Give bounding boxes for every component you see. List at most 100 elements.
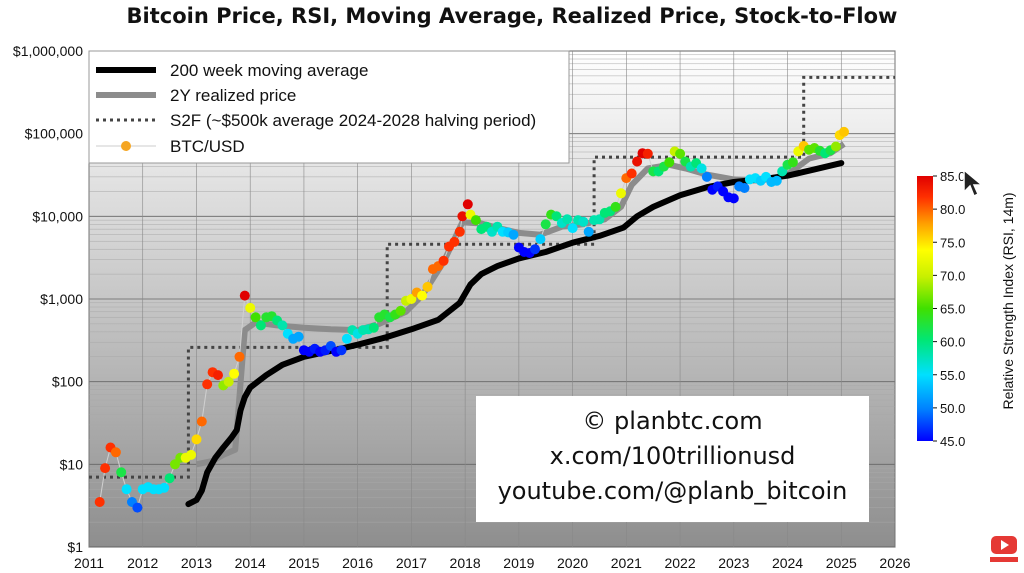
y-tick-label: $1 bbox=[67, 539, 83, 555]
credit-site: © planbtc.com bbox=[582, 407, 763, 435]
btc-point bbox=[277, 320, 288, 331]
btc-point bbox=[578, 216, 589, 227]
btc-point bbox=[245, 302, 256, 313]
y-tick-label: $100 bbox=[52, 374, 83, 390]
btc-point bbox=[132, 502, 143, 513]
y-tick-label: $10,000 bbox=[32, 208, 83, 224]
colorbar-tick-label: 80.0 bbox=[940, 202, 965, 217]
btc-point bbox=[771, 175, 782, 186]
colorbar-tick-label: 75.0 bbox=[940, 235, 965, 250]
legend-label-btc: BTC/USD bbox=[170, 137, 245, 156]
btc-point bbox=[159, 482, 170, 493]
btc-point bbox=[110, 447, 121, 458]
btc-point bbox=[213, 370, 223, 381]
colorbar-tick-label: 70.0 bbox=[940, 268, 965, 283]
x-tick-label: 2023 bbox=[718, 555, 749, 571]
btc-point bbox=[626, 168, 637, 179]
btc-point bbox=[250, 312, 261, 323]
btc-point bbox=[457, 211, 468, 222]
btc-point bbox=[229, 368, 240, 379]
btc-point bbox=[255, 320, 266, 331]
btc-point bbox=[395, 305, 406, 316]
btc-point bbox=[562, 214, 573, 225]
btc-point bbox=[223, 376, 234, 387]
btc-point bbox=[642, 148, 653, 159]
colorbar-gradient bbox=[917, 176, 933, 441]
btc-point bbox=[94, 497, 105, 507]
btc-point bbox=[728, 193, 739, 204]
btc-point bbox=[616, 188, 626, 199]
colorbar-tick-label: 55.0 bbox=[940, 368, 965, 383]
btc-point bbox=[293, 331, 304, 342]
btc-point bbox=[567, 223, 578, 234]
legend: 200 week moving average 2Y realized pric… bbox=[88, 50, 570, 164]
btc-point bbox=[530, 244, 540, 255]
x-tick-label: 2024 bbox=[772, 555, 803, 571]
x-tick-label: 2022 bbox=[664, 555, 695, 571]
x-axis-labels: 2011 2012 2013 2014 2015 2016 2017 2018 2019 2020… bbox=[74, 555, 911, 571]
btc-point bbox=[664, 157, 675, 168]
x-tick-label: 2011 bbox=[74, 555, 104, 571]
btc-point bbox=[239, 290, 250, 301]
y-tick-label: $100,000 bbox=[25, 126, 84, 142]
btc-point bbox=[787, 157, 798, 168]
colorbar-label: Relative Strength Index (RSI, 14m) bbox=[1000, 192, 1016, 409]
btc-point bbox=[632, 156, 643, 167]
colorbar-tick-label: 60.0 bbox=[940, 335, 965, 350]
x-tick-label: 2017 bbox=[396, 555, 427, 571]
colorbar-tick-label: 45.0 bbox=[940, 434, 965, 449]
mouse-cursor-icon bbox=[963, 168, 984, 198]
btc-point bbox=[234, 351, 245, 362]
btc-point bbox=[417, 290, 428, 301]
btc-point bbox=[422, 281, 433, 292]
btc-point bbox=[438, 255, 449, 266]
btc-point bbox=[610, 201, 621, 212]
x-tick-label: 2016 bbox=[342, 555, 373, 571]
x-tick-label: 2012 bbox=[127, 555, 158, 571]
credit-youtube: youtube.com/@planb_bitcoin bbox=[497, 477, 848, 505]
colorbar-tick-label: 65.0 bbox=[940, 302, 965, 317]
legend-swatch-btc bbox=[121, 141, 131, 151]
btc-point bbox=[186, 449, 197, 460]
x-tick-label: 2013 bbox=[181, 555, 212, 571]
btc-point bbox=[470, 215, 481, 226]
btc-point bbox=[551, 211, 562, 222]
btc-point bbox=[583, 226, 594, 237]
colorbar-tick-label: 85.0 bbox=[940, 169, 965, 184]
btc-point bbox=[839, 126, 849, 137]
btc-point bbox=[449, 236, 460, 247]
subscribe-icon[interactable] bbox=[990, 534, 1018, 564]
y-tick-label: $1,000 bbox=[40, 291, 83, 307]
btc-point bbox=[368, 322, 379, 333]
btc-point bbox=[462, 199, 473, 210]
btc-point bbox=[191, 434, 202, 445]
btc-point bbox=[454, 226, 465, 237]
credit-box: © planbtc.com x.com/100trillionusd youtu… bbox=[476, 396, 869, 522]
colorbar-ticks: 45.0 50.0 55.0 60.0 65.0 70.0 75.0 80.0 85.0 bbox=[933, 169, 965, 449]
x-tick-label: 2018 bbox=[450, 555, 481, 571]
x-tick-label: 2020 bbox=[557, 555, 588, 571]
legend-label-s2f: S2F (~$500k average 2024-2028 halving pe… bbox=[170, 111, 536, 130]
btc-point bbox=[675, 148, 686, 159]
btc-point bbox=[116, 467, 127, 478]
y-tick-label: $10 bbox=[60, 456, 84, 472]
btc-point bbox=[830, 141, 841, 152]
btc-point bbox=[535, 234, 546, 245]
credit-x: x.com/100trillionusd bbox=[549, 442, 796, 470]
btc-point bbox=[341, 333, 352, 344]
btc-point bbox=[739, 183, 750, 193]
x-tick-label: 2019 bbox=[503, 555, 534, 571]
btc-point bbox=[508, 229, 519, 240]
legend-label-ma: 200 week moving average bbox=[170, 61, 368, 80]
btc-point bbox=[701, 171, 712, 182]
btc-point bbox=[336, 345, 347, 356]
x-tick-label: 2015 bbox=[288, 555, 319, 571]
btc-point bbox=[540, 219, 551, 230]
btc-point bbox=[164, 473, 175, 484]
colorbar: 45.0 50.0 55.0 60.0 65.0 70.0 75.0 80.0 85.0 Rel… bbox=[917, 169, 1016, 449]
btc-point bbox=[696, 163, 707, 174]
btc-point bbox=[121, 484, 132, 495]
moving-average-line bbox=[185, 160, 845, 508]
series-layer bbox=[89, 75, 895, 513]
